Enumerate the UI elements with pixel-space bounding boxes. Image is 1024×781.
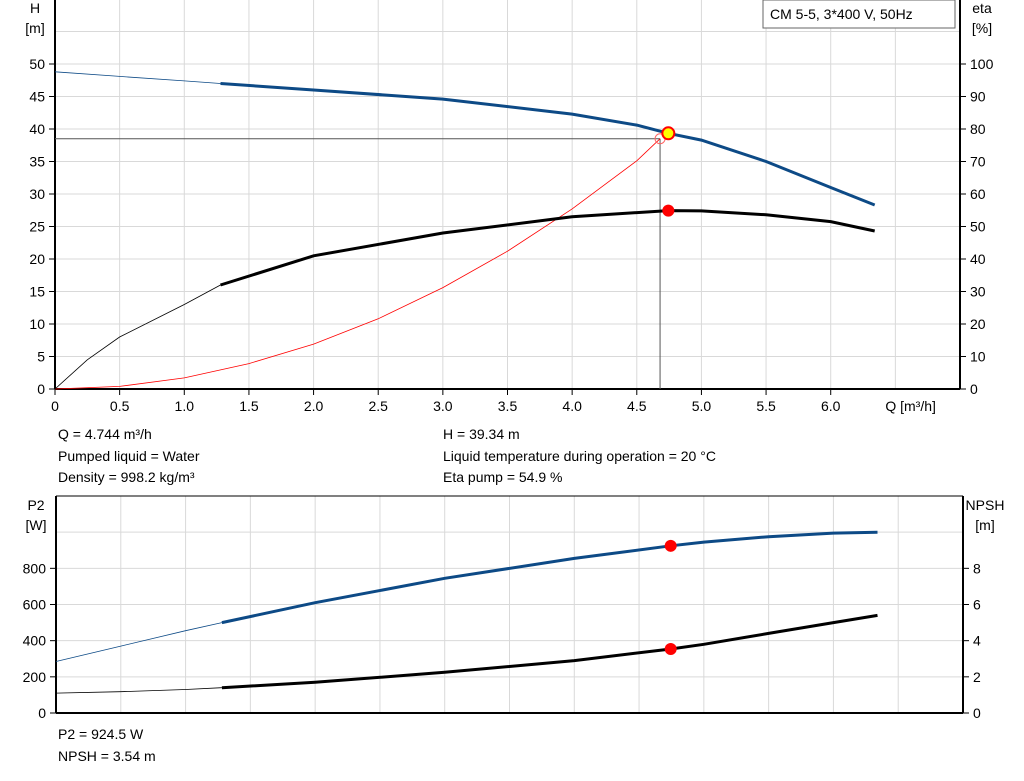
x-tick-label: 2.5: [368, 398, 388, 414]
y-tick-label-left: 35: [29, 154, 45, 170]
x-tick-label: 3.0: [433, 398, 453, 414]
y-tick-label-left: 20: [29, 251, 45, 267]
head-curve-extrapolated: [54, 71, 221, 84]
y-label-right: eta: [972, 0, 992, 16]
x-tick-label: 2.0: [304, 398, 324, 414]
y-label-right-unit: [m]: [975, 517, 994, 533]
y-tick-label-left: 800: [23, 560, 47, 576]
y-label-right-unit: [%]: [972, 20, 992, 36]
y-tick-label-right: 60: [970, 186, 986, 202]
y-tick-label-right: 2: [973, 669, 981, 685]
x-tick-label: 5.5: [756, 398, 776, 414]
x-label: Q [m³/h]: [885, 398, 936, 414]
x-tick-label: 4.5: [627, 398, 647, 414]
chart-title: CM 5-5, 3*400 V, 50Hz: [770, 6, 913, 22]
info-temp: Liquid temperature during operation = 20…: [443, 448, 716, 464]
y-tick-label-right: 90: [970, 89, 986, 105]
y-tick-label-right: 6: [973, 597, 981, 613]
y-tick-label-right: 10: [970, 349, 986, 365]
y-label-left-unit: [m]: [25, 20, 44, 36]
y-tick-label-right: 100: [970, 56, 994, 72]
y-tick-label-right: 0: [970, 381, 978, 397]
eta-curve-extrapolated: [54, 284, 221, 390]
y-tick-label-left: 5: [37, 349, 45, 365]
info-liquid: Pumped liquid = Water: [58, 448, 200, 464]
y-tick-label-right: 30: [970, 284, 986, 300]
y-tick-label-right: 80: [970, 121, 986, 137]
duty-point-npsh: [664, 642, 677, 655]
y-tick-label-right: 20: [970, 316, 986, 332]
duty-point-head: [661, 126, 676, 141]
power-npsh-chart: 0 200 400 600 800 0 2 4 6 8 P2 [W] NPSH [m]: [23, 495, 1005, 721]
y-tick-label-right: 40: [970, 251, 986, 267]
y-tick-label-right: 0: [973, 705, 981, 721]
x-tick-label: 1.0: [175, 398, 195, 414]
info-h: H = 39.34 m: [443, 426, 520, 442]
y-tick-label-left: 200: [23, 669, 47, 685]
y-tick-label-left: 0: [37, 381, 45, 397]
y-tick-label-left: 10: [29, 316, 45, 332]
y-tick-label-left: 15: [29, 284, 45, 300]
eta-curve: [220, 209, 876, 287]
p2-curve: [221, 530, 878, 625]
y-label-left: H: [30, 0, 40, 16]
x-tick-label: 3.5: [498, 398, 518, 414]
y-tick-label-left: 0: [38, 705, 46, 721]
duty-point-p2: [664, 539, 677, 552]
x-tick-label: 5.0: [692, 398, 712, 414]
title-box: [762, 0, 956, 29]
qh-chart: 0 5 10 15 20 25 30 35 40 45 50 0 10 20 30 40 50 60 70 80 90 1…: [25, 0, 994, 414]
y-tick-label-left: 400: [23, 633, 47, 649]
x-tick-label: 0.5: [110, 398, 130, 414]
y-tick-label-left: 40: [29, 121, 45, 137]
x-tick-label: 1.5: [239, 398, 259, 414]
y-tick-label-left: 600: [23, 597, 47, 613]
info-density: Density = 998.2 kg/m³: [58, 469, 195, 485]
p2-curve-extrapolated: [55, 622, 222, 662]
info-eta: Eta pump = 54.9 %: [443, 469, 562, 485]
duty-point-eta: [662, 204, 675, 217]
y-tick-label-right: 8: [973, 560, 981, 576]
y-label-right: NPSH: [966, 497, 1005, 513]
x-tick-label: 0: [51, 398, 59, 414]
info-npsh: NPSH = 3.54 m: [58, 748, 156, 764]
info-q: Q = 4.744 m³/h: [58, 426, 152, 442]
y-tick-label-left: 25: [29, 219, 45, 235]
y-tick-label-right: 4: [973, 633, 981, 649]
x-tick-label: 6.0: [821, 398, 841, 414]
info-p2: P2 = 924.5 W: [58, 726, 144, 742]
system-curve: [54, 138, 661, 390]
y-label-left-unit: [W]: [26, 517, 47, 533]
npsh-curve-extrapolated: [55, 687, 222, 694]
y-tick-label-left: 50: [29, 56, 45, 72]
y-tick-label-right: 50: [970, 219, 986, 235]
y-tick-label-right: 70: [970, 154, 986, 170]
y-tick-label-left: 45: [29, 89, 45, 105]
y-tick-label-left: 30: [29, 186, 45, 202]
y-label-left: P2: [27, 497, 44, 513]
x-tick-label: 4.0: [562, 398, 582, 414]
head-curve: [220, 82, 876, 207]
